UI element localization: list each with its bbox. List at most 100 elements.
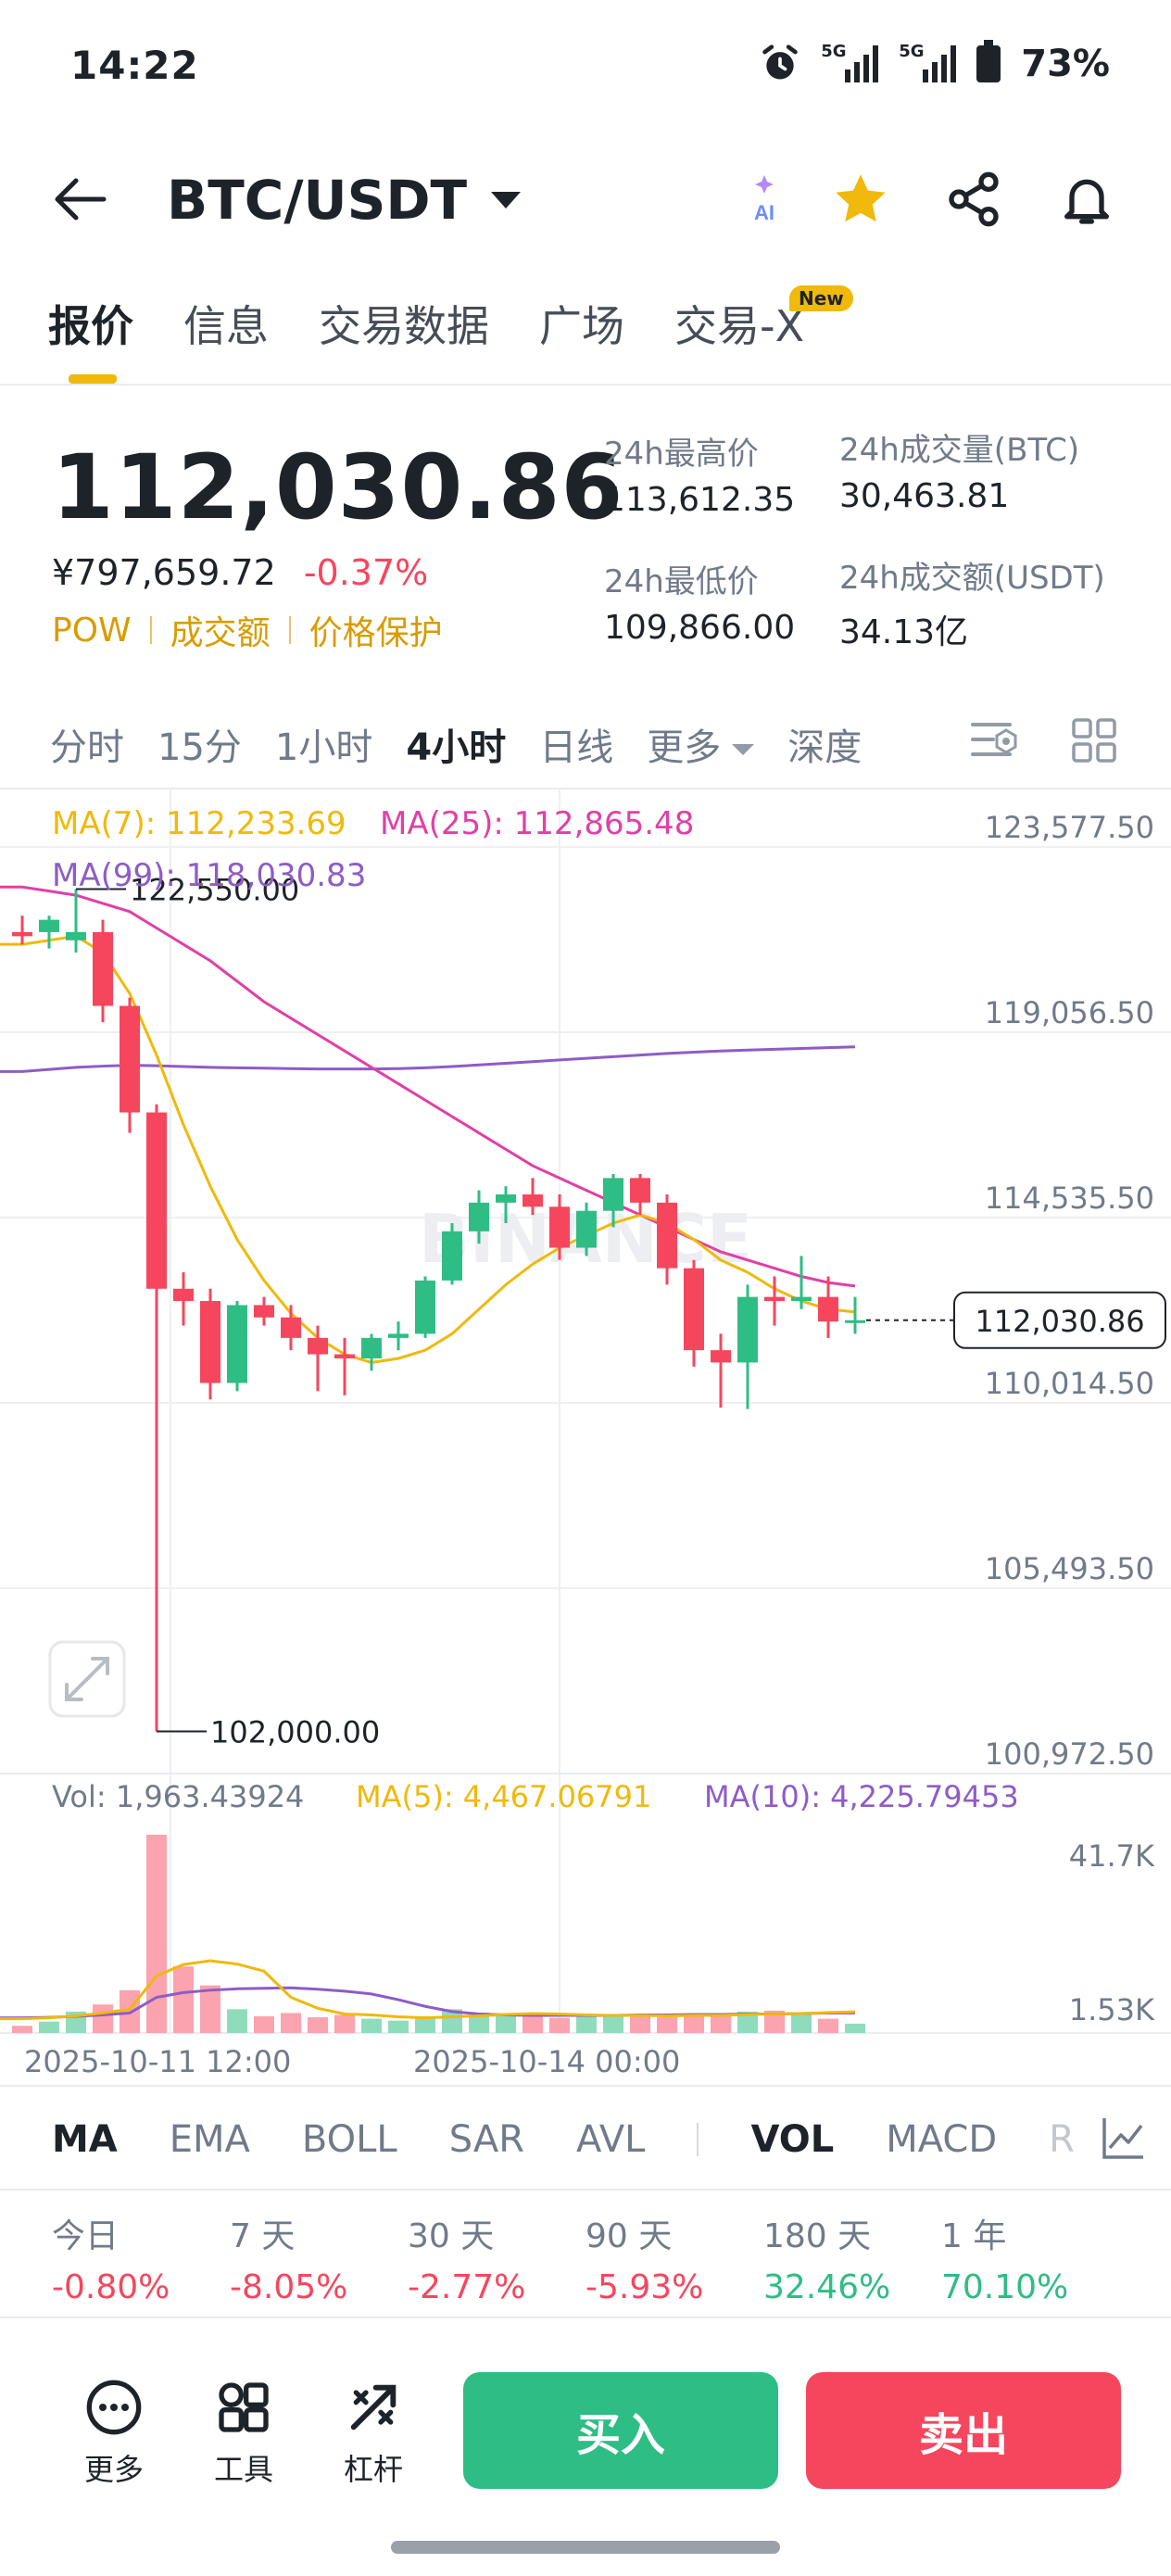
stat-vol-usdt-label: 24h成交额(USDT) — [839, 560, 1105, 597]
interval-depth[interactable]: 深度 — [787, 726, 863, 769]
candle-body — [711, 1350, 731, 1363]
interval-timeline[interactable]: 分时 — [50, 726, 124, 769]
perf-label: 7 天 — [230, 2217, 296, 2255]
candle-body — [469, 1202, 489, 1231]
vol-axis-bottom: 1.53K — [1069, 1992, 1155, 2027]
tab-quote[interactable]: 报价 — [48, 301, 133, 351]
expand-button[interactable] — [48, 1640, 126, 1718]
candle-body — [93, 931, 113, 1006]
volume-bar — [442, 2009, 462, 2033]
indicator-avl[interactable]: AVL — [576, 2118, 646, 2161]
volume-bar — [334, 2014, 355, 2033]
pair-selector[interactable]: BTC/USDT — [167, 169, 522, 232]
volume-bar — [737, 2011, 758, 2033]
leverage-button[interactable]: 杠杆 — [332, 2378, 415, 2489]
expand-icon — [65, 1657, 109, 1701]
alert-button[interactable] — [1054, 167, 1119, 232]
perf-value: -8.05% — [230, 2268, 348, 2306]
interval-1d[interactable]: 日线 — [539, 726, 614, 769]
tag-row: POW 成交额 价格保护 — [52, 606, 443, 654]
candle-body — [684, 1268, 704, 1351]
tab-square[interactable]: 广场 — [539, 301, 624, 351]
interval-more[interactable]: 更多 — [647, 717, 755, 771]
candle-body — [576, 1210, 597, 1248]
chart-line-icon — [1102, 2118, 1143, 2159]
interval-1h[interactable]: 1小时 — [274, 726, 373, 769]
indicator-sar[interactable]: SAR — [448, 2118, 525, 2161]
volume-bar — [200, 1985, 220, 2033]
tag-turnover[interactable]: 成交额 — [170, 614, 271, 652]
tab-trading-data[interactable]: 交易数据 — [319, 301, 489, 351]
svg-text:AI: AI — [754, 201, 774, 224]
chart-settings-button[interactable] — [969, 715, 1021, 767]
bell-icon — [1064, 179, 1109, 224]
last-price: 112,030.86 — [52, 436, 624, 539]
more-label: 更多 — [83, 2452, 144, 2487]
volume-bar — [603, 2016, 623, 2033]
volume-bar — [227, 2009, 247, 2033]
stat-low-value: 109,866.00 — [604, 609, 796, 647]
indicator-boll[interactable]: BOLL — [301, 2118, 397, 2161]
ma7-legend: MA(7): 112,233.69 — [52, 805, 346, 842]
chart-labels: 123,577.50 119,056.50 114,535.50 110,014.50… — [76, 810, 1166, 1772]
arrow-left-icon — [55, 178, 107, 221]
tools-icon — [219, 2382, 269, 2432]
interval-4h[interactable]: 4小时 — [406, 726, 507, 769]
candle-body — [334, 1354, 355, 1358]
stat-low-label: 24h最低价 — [604, 563, 759, 600]
volume-bars — [0, 1835, 865, 2033]
share-button[interactable] — [941, 167, 1006, 232]
leverage-label: 杠杆 — [343, 2452, 403, 2487]
ai-button[interactable]: AI — [732, 167, 797, 232]
indicator-rsi[interactable]: R — [1049, 2118, 1075, 2161]
layout-button[interactable] — [1071, 717, 1117, 767]
vol-ma5-line — [0, 1959, 856, 2021]
tab-trade-x[interactable]: 交易-X — [674, 301, 805, 351]
price-chart[interactable]: BINANCE 123,577.50119,056.50114,535.5011… — [0, 788, 1171, 2081]
sell-button[interactable]: 卖出 — [806, 2372, 1121, 2489]
favorite-button[interactable] — [828, 167, 893, 232]
divider — [0, 2317, 1171, 2318]
indicator-separator — [697, 2123, 699, 2156]
tools-button[interactable]: 工具 — [202, 2378, 285, 2489]
star-icon — [836, 174, 886, 222]
volume-bar — [415, 2016, 435, 2033]
stat-vol-btc-label: 24h成交量(BTC) — [839, 432, 1080, 469]
candle-body — [415, 1280, 435, 1334]
indicator-tabs: MA EMA BOLL SAR AVL VOL MACD R — [52, 2118, 1127, 2161]
perf-7d: 7 天 -8.05% — [230, 2209, 347, 2306]
candle-body — [818, 1296, 838, 1322]
candle-body — [66, 931, 86, 941]
back-button[interactable] — [52, 176, 107, 222]
volume-bar — [361, 2018, 382, 2033]
tag-price-protection[interactable]: 价格保护 — [308, 614, 443, 652]
indicator-settings-button[interactable] — [1093, 2115, 1147, 2165]
ma25-line — [0, 885, 856, 1288]
perf-1y: 1 年 70.10% — [941, 2209, 1068, 2306]
divider — [0, 2085, 1171, 2087]
indicator-macd[interactable]: MACD — [886, 2118, 998, 2161]
tag-pow[interactable]: POW — [52, 611, 132, 650]
indicator-ema[interactable]: EMA — [169, 2118, 250, 2161]
divider — [0, 384, 1171, 385]
more-button[interactable]: 更多 — [72, 2378, 156, 2489]
y-tick-label: 119,056.50 — [985, 995, 1154, 1030]
candle-body — [254, 1305, 274, 1318]
interval-15m[interactable]: 15分 — [157, 726, 242, 769]
home-indicator[interactable] — [391, 2541, 780, 2554]
indicator-ma[interactable]: MA — [52, 2118, 118, 2161]
volume-bar — [764, 2010, 785, 2033]
buy-button[interactable]: 买入 — [463, 2372, 778, 2489]
pair-title: BTC/USDT — [167, 169, 468, 232]
perf-30d: 30 天 -2.77% — [408, 2209, 525, 2306]
y-tick-label: 100,972.50 — [985, 1736, 1154, 1772]
tab-info[interactable]: 信息 — [183, 301, 269, 351]
high-marker-label: 122,550.00 — [130, 872, 299, 907]
tag-separator — [149, 616, 152, 644]
stat-high: 24h最高价 113,612.35 — [604, 428, 795, 519]
vol-ma10-legend: MA(10): 4,225.79453 — [704, 1779, 1019, 1814]
indicator-vol[interactable]: VOL — [750, 2118, 835, 2161]
perf-today: 今日 -0.80% — [52, 2209, 170, 2306]
time-label-2: 2025-10-14 00:00 — [413, 2044, 680, 2079]
stat-low: 24h最低价 109,866.00 — [604, 556, 795, 647]
